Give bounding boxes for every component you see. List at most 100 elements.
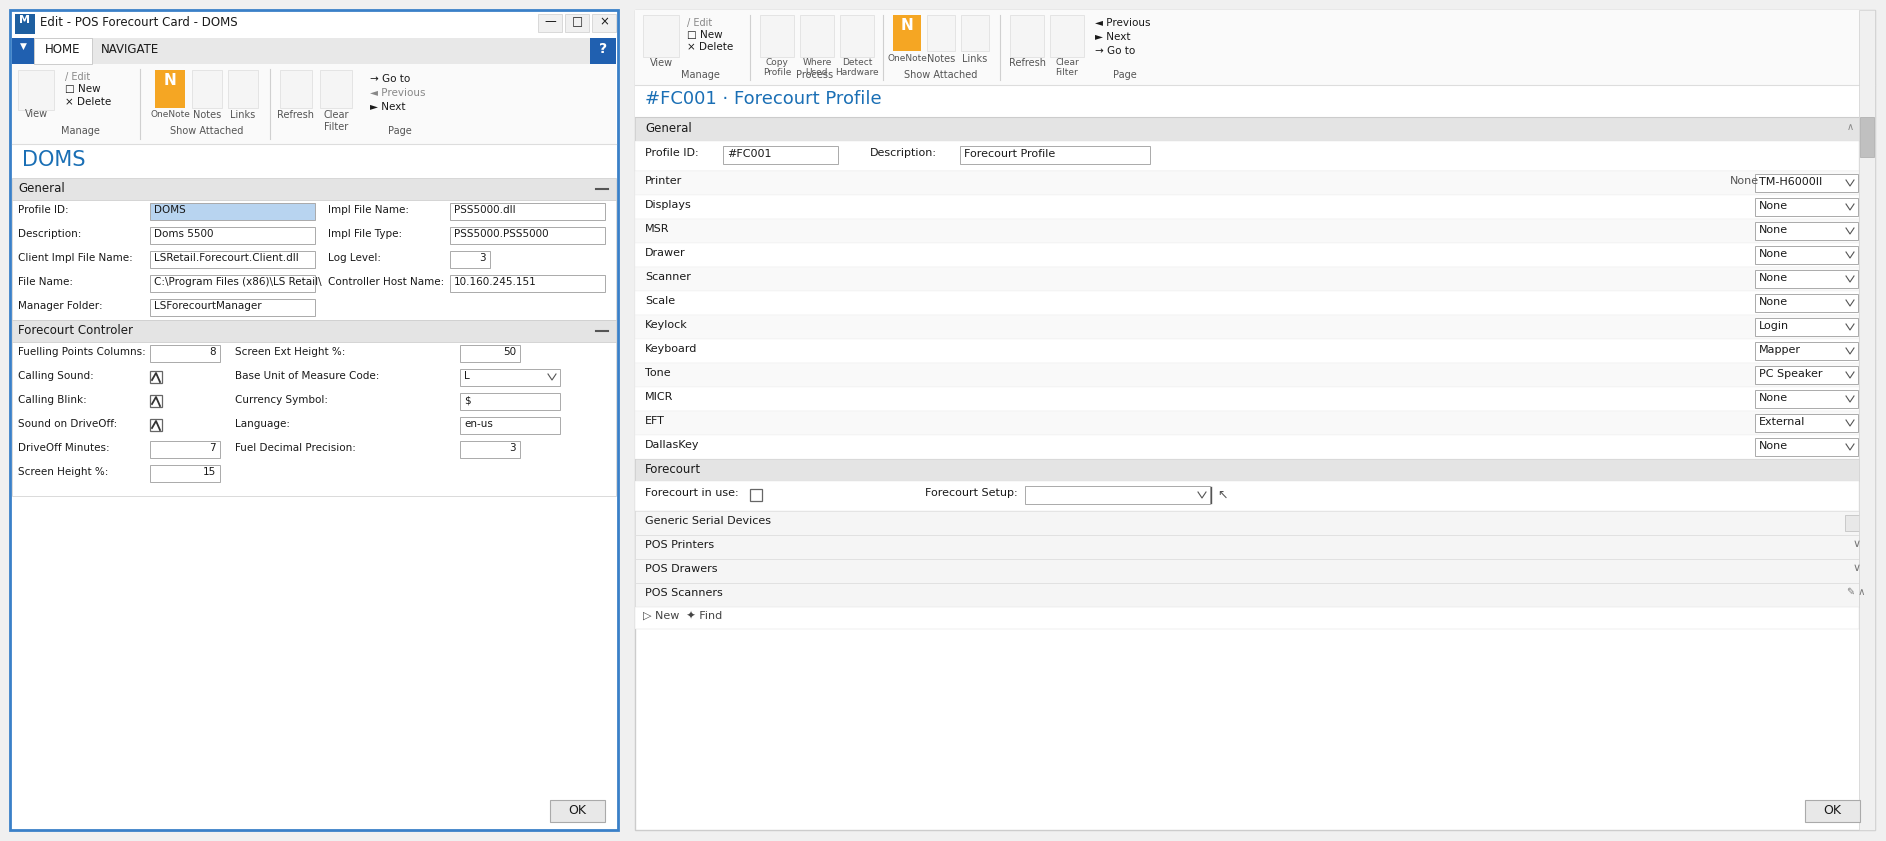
Bar — [1756, 438, 1858, 456]
Text: Notes: Notes — [926, 54, 954, 64]
Bar — [636, 339, 1860, 363]
Bar — [1756, 294, 1858, 312]
Bar — [636, 10, 1875, 830]
Text: Calling Blink:: Calling Blink: — [19, 395, 87, 405]
Text: —: — — [545, 15, 556, 28]
Text: Language:: Language: — [236, 419, 290, 429]
Text: Doms 5500: Doms 5500 — [155, 229, 213, 239]
Text: OK: OK — [568, 804, 587, 817]
Text: TM-H6000II: TM-H6000II — [1760, 177, 1822, 187]
Text: Refresh: Refresh — [1009, 58, 1045, 68]
Bar — [460, 393, 560, 410]
Bar — [1756, 270, 1858, 288]
Text: $: $ — [464, 395, 472, 405]
Bar — [460, 345, 521, 362]
Bar — [451, 203, 605, 220]
Text: None: None — [1760, 393, 1788, 403]
Text: en-us: en-us — [464, 419, 492, 429]
Text: Profile ID:: Profile ID: — [19, 205, 68, 215]
Text: Description:: Description: — [869, 148, 937, 158]
Text: HOME: HOME — [45, 43, 81, 56]
Bar — [321, 70, 353, 108]
Text: Forecourt Setup:: Forecourt Setup: — [924, 488, 1018, 498]
Text: Controller Host Name:: Controller Host Name: — [328, 277, 445, 287]
Bar — [636, 459, 1860, 481]
Text: ✎ ∧: ✎ ∧ — [1846, 587, 1865, 597]
Bar — [151, 345, 221, 362]
Text: Clear
Filter: Clear Filter — [1054, 58, 1079, 77]
Text: POS Drawers: POS Drawers — [645, 564, 717, 574]
Text: C:\Program Files (x86)\LS Retail\: C:\Program Files (x86)\LS Retail\ — [155, 277, 323, 287]
Text: □: □ — [571, 15, 583, 28]
Text: Keyboard: Keyboard — [645, 344, 698, 354]
Text: → Go to: → Go to — [1096, 46, 1135, 56]
Bar — [636, 171, 1860, 195]
Text: LSForecourtManager: LSForecourtManager — [155, 301, 262, 311]
Bar — [11, 200, 617, 320]
Text: Keylock: Keylock — [645, 320, 688, 330]
Text: / Edit: / Edit — [687, 18, 713, 28]
Text: 10.160.245.151: 10.160.245.151 — [455, 277, 538, 287]
Text: Page: Page — [1113, 70, 1137, 80]
Text: DOMS: DOMS — [155, 205, 185, 215]
Text: Clear
Filter: Clear Filter — [323, 110, 349, 131]
Bar — [451, 251, 490, 268]
Bar — [151, 419, 162, 431]
Text: ↖: ↖ — [1216, 489, 1228, 502]
Text: N: N — [902, 18, 913, 33]
Bar — [151, 371, 162, 383]
Bar — [636, 267, 1860, 291]
Text: Client Impl File Name:: Client Impl File Name: — [19, 253, 132, 263]
Text: Calling Sound:: Calling Sound: — [19, 371, 94, 381]
Bar — [11, 342, 617, 496]
Bar — [151, 275, 315, 292]
Text: ?: ? — [600, 42, 607, 56]
Text: Edit - POS Forecourt Card - DOMS: Edit - POS Forecourt Card - DOMS — [40, 16, 238, 29]
Text: Tone: Tone — [645, 368, 671, 378]
Text: Impl File Type:: Impl File Type: — [328, 229, 402, 239]
Bar — [155, 70, 185, 108]
Text: None: None — [1760, 273, 1788, 283]
Text: ×: × — [600, 15, 609, 28]
Text: #FC001 · Forecourt Profile: #FC001 · Forecourt Profile — [645, 90, 881, 108]
Text: □ New: □ New — [64, 84, 100, 94]
Text: Screen Height %:: Screen Height %: — [19, 467, 108, 477]
Text: 3: 3 — [479, 253, 487, 263]
Bar — [636, 291, 1860, 315]
Bar — [636, 10, 1875, 85]
Text: Forecourt in use:: Forecourt in use: — [645, 488, 739, 498]
Text: None: None — [1760, 225, 1788, 235]
Text: Profile ID:: Profile ID: — [645, 148, 698, 158]
Bar — [1845, 515, 1861, 531]
Text: Manage: Manage — [681, 70, 719, 80]
Bar — [636, 117, 1860, 141]
Bar — [15, 14, 36, 34]
Bar — [636, 141, 1860, 171]
Text: PC Speaker: PC Speaker — [1760, 369, 1822, 379]
Bar — [151, 203, 315, 220]
Bar — [11, 12, 617, 38]
Bar — [760, 15, 794, 57]
Bar — [636, 219, 1860, 243]
Text: View: View — [649, 58, 673, 68]
Text: OneNote: OneNote — [886, 54, 926, 63]
Bar — [460, 441, 521, 458]
Bar — [636, 387, 1860, 411]
Text: → Go to: → Go to — [370, 74, 411, 84]
Bar — [800, 15, 834, 57]
Text: General: General — [645, 122, 692, 135]
Bar — [636, 583, 1860, 607]
Bar — [636, 315, 1860, 339]
Text: Detect
Hardware: Detect Hardware — [835, 58, 879, 77]
Bar — [892, 15, 920, 51]
Bar — [1756, 366, 1858, 384]
Text: View: View — [25, 109, 47, 119]
Text: Notes: Notes — [192, 110, 221, 120]
Text: Forecourt Profile: Forecourt Profile — [964, 149, 1056, 159]
Bar — [19, 70, 55, 110]
Bar — [460, 417, 560, 434]
Text: 7: 7 — [209, 443, 217, 453]
Text: None: None — [1760, 297, 1788, 307]
Bar — [1756, 342, 1858, 360]
Bar — [279, 70, 311, 108]
